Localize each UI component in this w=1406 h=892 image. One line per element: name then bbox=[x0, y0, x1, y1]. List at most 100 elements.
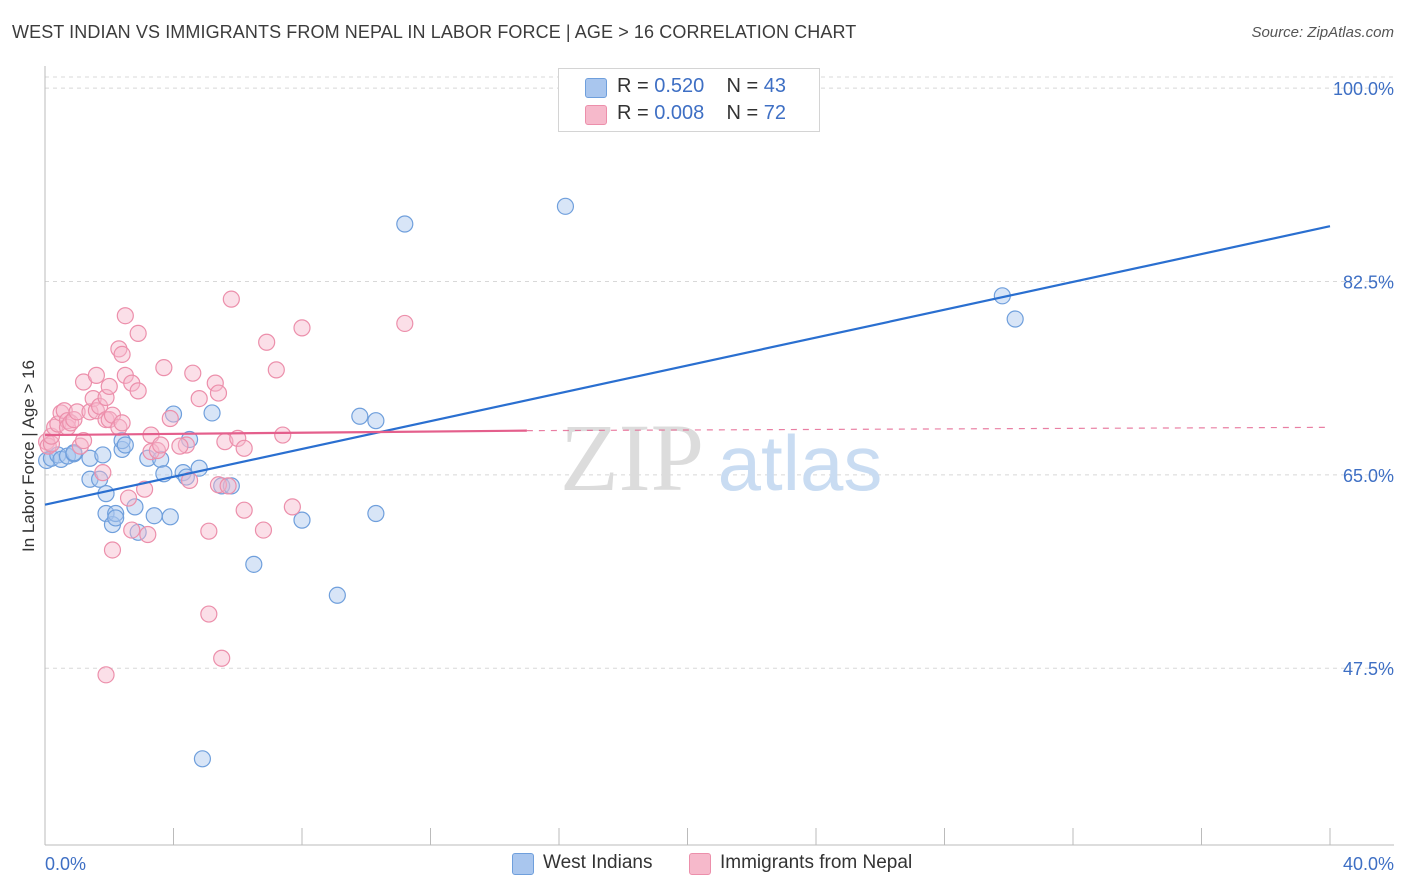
nepal-point bbox=[139, 525, 157, 544]
west-indians-point bbox=[556, 197, 575, 215]
nepal-point bbox=[155, 359, 173, 377]
nepal-point bbox=[213, 649, 231, 667]
nepal-point bbox=[222, 290, 240, 308]
nepal-trend-line bbox=[44, 429, 527, 437]
west-indians-point bbox=[126, 498, 144, 516]
west-indians-point bbox=[161, 508, 179, 526]
x-tick-label: 0.0% bbox=[45, 854, 86, 874]
nepal-point bbox=[235, 501, 253, 519]
west-indians-point bbox=[193, 750, 212, 768]
watermark: ZIP atlas bbox=[560, 404, 882, 511]
y-tick-label: 47.5% bbox=[1343, 659, 1394, 679]
chart-title: WEST INDIAN VS IMMIGRANTS FROM NEPAL IN … bbox=[12, 22, 857, 42]
y-tick-label: 82.5% bbox=[1343, 272, 1394, 292]
axis-layer bbox=[44, 66, 1394, 846]
nepal-point bbox=[219, 477, 237, 495]
west-indians-point bbox=[293, 511, 311, 529]
west-indians-point bbox=[351, 407, 369, 425]
blue-swatch bbox=[512, 853, 534, 875]
watermark-atlas: atlas bbox=[718, 419, 883, 507]
west-indians-point bbox=[367, 412, 385, 430]
nepal-point bbox=[119, 489, 138, 507]
source-credit: Source: ZipAtlas.com bbox=[1251, 24, 1394, 41]
nepal-point bbox=[209, 384, 228, 402]
nepal-point bbox=[74, 431, 93, 450]
y-tick-label: 65.0% bbox=[1343, 466, 1394, 486]
west-indians-point bbox=[367, 504, 385, 523]
nepal-point bbox=[171, 437, 189, 455]
trend-layer bbox=[44, 225, 1331, 506]
west-indians-point bbox=[328, 586, 346, 604]
nepal-point bbox=[94, 464, 112, 482]
nepal-point bbox=[206, 374, 224, 392]
blue-swatch bbox=[585, 78, 607, 98]
nepal-point bbox=[110, 340, 128, 358]
n-value: 72 bbox=[763, 102, 787, 124]
nepal-point bbox=[254, 521, 273, 539]
west-indians-trend-line bbox=[44, 225, 1331, 506]
nepal-trend-line-extension bbox=[526, 426, 1331, 432]
n-value: 43 bbox=[763, 75, 787, 97]
west-indians-point bbox=[94, 446, 112, 464]
legend-label: Immigrants from Nepal bbox=[720, 852, 913, 873]
west-indians-point bbox=[180, 430, 199, 449]
nepal-point bbox=[123, 521, 141, 539]
watermark-zip: ZIP bbox=[560, 404, 704, 511]
nepal-point bbox=[396, 314, 414, 333]
nepal-point bbox=[235, 439, 253, 457]
west-indians-point bbox=[203, 404, 221, 422]
west-indians-point bbox=[145, 507, 163, 525]
nepal-point bbox=[71, 437, 89, 455]
nepal-point bbox=[135, 480, 154, 498]
nepal-point bbox=[161, 409, 179, 428]
n-label: N = bbox=[726, 102, 764, 124]
west-indians-point bbox=[81, 449, 99, 467]
points-layer bbox=[38, 197, 1024, 768]
nepal-point bbox=[113, 345, 131, 363]
nepal-point bbox=[87, 366, 106, 384]
y-axis-title: In Labor Force | Age > 16 bbox=[19, 360, 38, 552]
nepal-point bbox=[68, 403, 86, 421]
pink-swatch bbox=[585, 105, 607, 125]
nepal-point bbox=[293, 319, 311, 337]
nepal-point bbox=[274, 426, 292, 444]
nepal-point bbox=[113, 414, 131, 432]
nepal-point bbox=[97, 666, 115, 684]
nepal-point bbox=[184, 364, 202, 382]
correlation-legend: R = 0.520 N = 43 R = 0.008 N = 72 bbox=[558, 68, 820, 132]
nepal-point bbox=[200, 522, 218, 540]
n-label: N = bbox=[726, 75, 764, 97]
nepal-point bbox=[129, 382, 147, 400]
nepal-point bbox=[258, 333, 276, 351]
nepal-point bbox=[200, 605, 218, 623]
nepal-point bbox=[190, 389, 208, 408]
nepal-point bbox=[100, 377, 118, 396]
grid-layer bbox=[45, 76, 1394, 669]
legend-label: West Indians bbox=[543, 852, 653, 873]
nepal-point bbox=[129, 324, 147, 343]
x-tick-label: 40.0% bbox=[1343, 854, 1394, 874]
west-indians-point bbox=[107, 509, 125, 527]
west-indians-point bbox=[245, 555, 263, 573]
label-layer: 100.0% 82.5% 65.0% 47.5% 0.0% 40.0% In Labor F… bbox=[19, 79, 1394, 874]
nepal-point bbox=[152, 436, 170, 454]
r-value: 0.520 bbox=[654, 75, 705, 97]
r-label: R = bbox=[617, 102, 655, 124]
west-indians-point bbox=[107, 504, 125, 523]
nepal-point bbox=[283, 498, 301, 516]
nepal-point bbox=[116, 307, 134, 325]
west-indians-point bbox=[65, 444, 83, 462]
nepal-point bbox=[267, 361, 285, 379]
pink-swatch bbox=[689, 853, 711, 875]
y-tick-label: 100.0% bbox=[1333, 79, 1394, 99]
nepal-point bbox=[148, 441, 167, 460]
nepal-point bbox=[142, 443, 160, 461]
nepal-point bbox=[97, 388, 115, 407]
nepal-point bbox=[103, 541, 122, 559]
west-indians-point bbox=[116, 436, 134, 454]
r-value: 0.008 bbox=[654, 102, 705, 124]
west-indians-point bbox=[396, 215, 414, 233]
r-label: R = bbox=[617, 75, 655, 97]
west-indians-point bbox=[1006, 310, 1024, 328]
